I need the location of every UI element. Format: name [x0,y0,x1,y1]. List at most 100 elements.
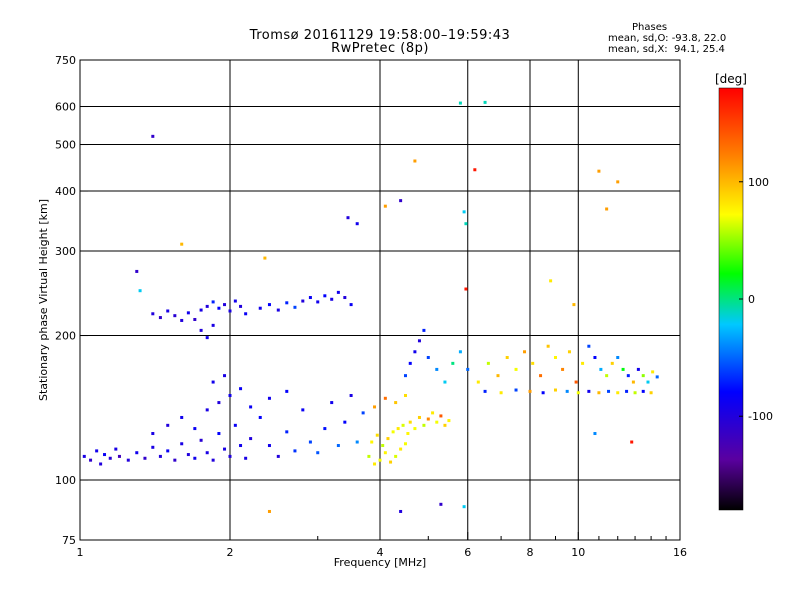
phases-o-mode: mean, sd,O: -93.8, 22.0 [608,33,727,44]
data-point [343,420,347,424]
data-point [553,355,557,359]
data-point [316,451,320,455]
data-point [267,509,271,513]
data-point [349,303,353,307]
data-point [233,423,237,427]
data-point [285,301,289,305]
data-point [108,456,112,460]
data-point [514,367,518,371]
data-point [239,387,243,391]
data-point [483,389,487,393]
data-point [383,204,387,208]
data-point [621,367,625,371]
data-point [330,401,334,405]
data-point [293,449,297,453]
colorbar-label: [deg] [715,72,747,86]
data-point [355,222,359,226]
data-point [599,367,603,371]
data-point [486,361,490,365]
data-point [117,454,121,458]
data-point [355,440,359,444]
data-point [233,299,237,303]
data-point [631,380,635,384]
data-point [217,401,221,405]
data-point [431,411,435,415]
data-point [244,456,248,460]
data-point [285,389,289,393]
data-point [394,401,398,405]
data-point [389,460,393,464]
data-point [336,290,340,294]
data-point [597,169,601,173]
data-point [186,453,190,457]
data-point [378,458,382,462]
data-point [649,391,653,395]
data-point [443,380,447,384]
data-point [531,361,535,365]
data-point [458,101,462,105]
data-point [408,420,412,424]
data-point [630,440,634,444]
data-point [587,344,591,348]
data-point [610,361,614,365]
x-tick-label: 10 [571,546,585,559]
data-point [403,394,407,398]
x-tick-label: 8 [527,546,534,559]
data-point [239,304,243,308]
data-point [514,388,518,392]
data-point [361,411,365,415]
data-point [539,374,543,378]
data-point [199,438,203,442]
data-point [373,405,377,409]
data-point [572,303,576,307]
y-tick-label: 400 [55,185,76,198]
data-point [205,336,209,340]
data-point [655,375,659,379]
data-point [205,304,209,308]
data-point [151,134,155,138]
data-point [349,394,353,398]
data-point [293,305,297,309]
data-point [383,451,387,455]
data-point [381,444,385,448]
data-point [386,437,390,441]
data-point [496,374,500,378]
data-point [462,210,466,214]
data-point [276,308,280,312]
x-tick-label: 1 [77,546,84,559]
data-point [211,323,215,327]
grid-lines [80,60,680,540]
data-point [263,256,267,260]
data-point [126,458,130,462]
data-point [403,374,407,378]
data-point [406,432,410,436]
data-point [143,456,147,460]
data-point [546,344,550,348]
data-point [308,440,312,444]
y-tick-label: 600 [55,101,76,114]
data-point [422,423,426,427]
y-tick-label: 200 [55,330,76,343]
data-point [267,396,271,400]
x-axis-label: Frequency [MHz] [334,556,426,569]
data-point [180,415,184,419]
data-point [561,367,565,371]
data-point [323,294,327,298]
data-point [641,389,645,393]
data-point [205,451,209,455]
data-point [541,391,545,395]
data-point [549,279,553,283]
data-point [451,361,455,365]
data-point [99,462,103,466]
data-point [173,314,177,318]
data-point [103,453,107,457]
data-point [151,312,155,316]
data-point [605,207,609,211]
data-point [413,350,417,354]
data-point [499,391,503,395]
data-point [199,328,203,332]
data-point [217,306,221,310]
data-point [249,437,253,441]
data-point [646,380,650,384]
